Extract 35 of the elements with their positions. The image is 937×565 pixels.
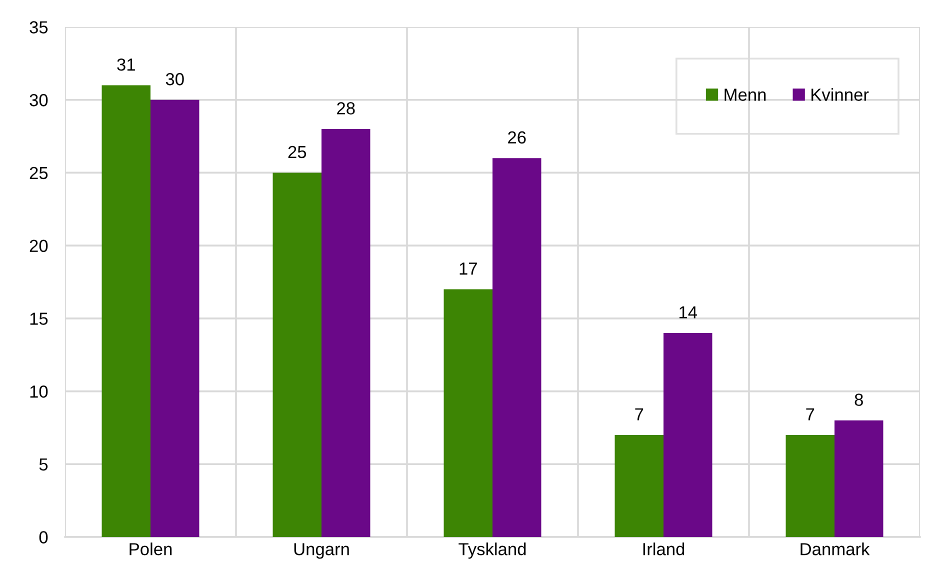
legend-label: Menn	[724, 88, 766, 101]
y-tick-label: 0	[39, 531, 48, 544]
bar	[272, 172, 322, 537]
bar	[614, 435, 664, 537]
data-label: 26	[508, 131, 526, 144]
bar	[492, 158, 542, 537]
data-label: 14	[680, 306, 698, 318]
data-label: 28	[337, 102, 355, 114]
data-label: 7	[806, 408, 814, 420]
data-label: 8	[854, 394, 863, 406]
data-label: 25	[288, 146, 306, 158]
bar	[786, 435, 834, 537]
bar	[322, 129, 370, 537]
y-tick-label: 35	[30, 21, 48, 34]
data-label: 7	[635, 408, 644, 420]
legend-label: Kvinner	[812, 88, 869, 101]
bar	[444, 289, 492, 537]
x-tick-label: Polen	[130, 542, 172, 556]
data-label: 31	[117, 58, 135, 71]
x-tick-label: Irland	[643, 542, 684, 556]
data-label: 30	[166, 73, 184, 86]
y-tick-label: 25	[30, 166, 48, 180]
y-tick-label: 5	[39, 458, 48, 471]
y-tick-label: 15	[30, 312, 48, 325]
data-label: 17	[460, 262, 477, 275]
x-tick-label: Tyskland	[458, 542, 526, 559]
bar	[834, 420, 884, 537]
y-tick-label: 20	[30, 240, 48, 252]
y-tick-label: 30	[30, 94, 48, 106]
bar	[664, 333, 712, 537]
x-tick-label: Danmark	[800, 542, 870, 556]
y-tick-label: 10	[30, 385, 48, 398]
bar	[102, 85, 150, 537]
x-tick-label: Ungarn	[294, 543, 349, 559]
bar	[150, 100, 200, 537]
